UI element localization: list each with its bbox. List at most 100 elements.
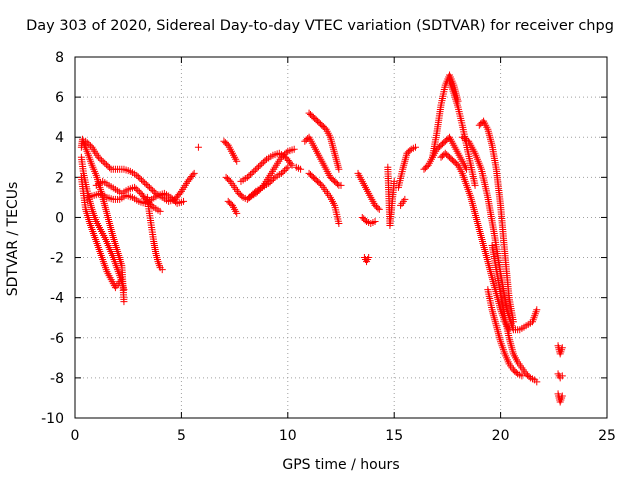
data-point (148, 202, 156, 210)
series-arc-20 (358, 213, 379, 227)
x-tick-label: 5 (177, 428, 186, 444)
data-point (189, 171, 197, 179)
axis-ticks: 0 5 10 15 20 25 -10 -8 -6 -4 -2 0 2 4 6 8 (41, 50, 616, 444)
data-point (265, 179, 273, 187)
series-arc-4 (82, 137, 198, 205)
data-point (83, 139, 91, 147)
data-point (116, 278, 124, 286)
data-point (335, 219, 343, 227)
y-tick-label: -2 (50, 251, 64, 267)
x-tick-label: 20 (492, 428, 510, 444)
series-arc-24 (397, 195, 409, 209)
data-point (533, 378, 541, 386)
data-point (120, 298, 128, 306)
data-point (337, 181, 345, 189)
data-point (371, 217, 379, 225)
data-point (233, 157, 241, 165)
data-point (287, 160, 295, 168)
y-tick-label: -6 (50, 331, 64, 347)
data-point (281, 166, 289, 174)
series-arc-19 (354, 169, 383, 213)
data-point (558, 392, 566, 400)
series-arc-32 (484, 286, 526, 380)
series-arc-5 (84, 189, 188, 207)
data-point (335, 165, 343, 173)
data-point (290, 145, 298, 153)
data-point (133, 171, 141, 179)
data-point (255, 163, 263, 171)
chart-title: Day 303 of 2020, Sidereal Day-to-day VTE… (26, 18, 614, 34)
data-point (132, 185, 140, 193)
data-point (141, 179, 149, 187)
series-arc-22 (384, 163, 398, 229)
data-point (238, 192, 246, 200)
data-point (131, 183, 139, 191)
series-arc-21 (360, 254, 373, 266)
data-point (316, 180, 324, 188)
series-arc-27 (446, 77, 479, 189)
data-point (243, 173, 251, 181)
data-point (96, 155, 104, 163)
y-tick-label: 8 (55, 50, 64, 66)
data-point (142, 180, 150, 188)
x-axis-label: GPS time / hours (282, 457, 400, 473)
data-point (139, 177, 147, 185)
data-point (256, 161, 264, 169)
series-arc-33 (554, 342, 566, 358)
data-point (190, 169, 198, 177)
data-point (258, 160, 266, 168)
y-tick-label: 4 (55, 130, 64, 146)
x-tick-label: 10 (279, 428, 297, 444)
data-point (365, 254, 373, 262)
data-point (136, 174, 144, 182)
series-arc-9 (220, 137, 241, 165)
data-point (288, 161, 296, 169)
series-arc-2 (77, 153, 128, 294)
data-point (297, 165, 305, 173)
data-point (170, 196, 178, 204)
data-point (406, 147, 414, 155)
data-point (82, 137, 90, 145)
data-point (558, 344, 566, 352)
data-point (374, 204, 382, 212)
data-point (172, 198, 180, 206)
data-point (533, 306, 541, 314)
data-point (180, 197, 188, 205)
data-point (134, 186, 142, 194)
y-tick-label: 6 (55, 90, 64, 106)
data-point (509, 318, 517, 326)
data-point (85, 140, 93, 148)
data-point (259, 158, 267, 166)
data-point (411, 143, 419, 151)
data-point (268, 176, 276, 184)
data-point (251, 166, 259, 174)
y-tick-label: 0 (55, 210, 64, 226)
data-point (333, 180, 341, 188)
data-point (261, 157, 269, 165)
series-arc-3 (77, 173, 124, 292)
data-point (401, 195, 409, 203)
data-point (471, 181, 479, 189)
data-point (247, 170, 255, 178)
data-point (277, 169, 285, 177)
data-point (104, 162, 112, 170)
y-tick-label: -4 (50, 291, 64, 307)
series-arc-11 (224, 197, 241, 217)
plot-frame (74, 56, 608, 419)
series-arc-14 (252, 163, 292, 195)
data-point (98, 156, 106, 164)
grid-lines (75, 57, 607, 418)
data-point (168, 195, 176, 203)
data-points (77, 71, 566, 406)
data-point (144, 182, 152, 190)
data-point (390, 177, 398, 185)
data-point (145, 183, 153, 191)
data-point (266, 178, 274, 186)
data-point (245, 172, 253, 180)
data-point (86, 142, 94, 150)
x-tick-label: 0 (71, 428, 80, 444)
y-tick-label: -8 (50, 371, 64, 387)
series-arc-26 (429, 71, 462, 161)
series-arc-23 (394, 143, 419, 191)
data-point (94, 153, 102, 161)
